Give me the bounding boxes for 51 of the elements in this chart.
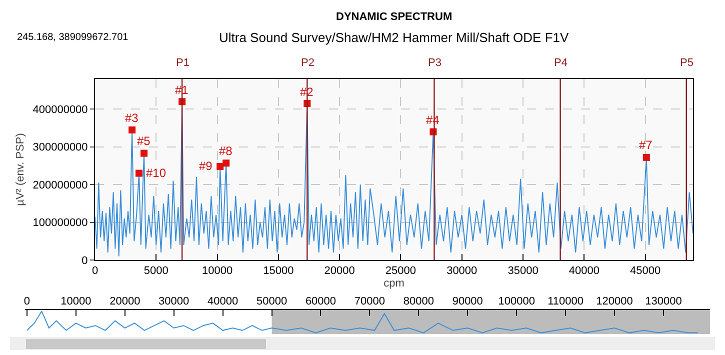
x-tick-label: 20000 [110,296,140,308]
y-tick-label: 400000000 [32,104,88,116]
x-tick-label: 100000 [498,296,535,308]
x-tick-label: 0 [24,296,30,308]
text: 245.168, 389099672.701 [17,32,129,43]
x-tick-label: 70000 [354,296,385,308]
x-tick-label: 130000 [645,296,682,308]
annotation: #8 [219,144,233,158]
x-tick-label: 25000 [385,265,416,278]
x-tick-label: 80000 [403,296,434,308]
point [216,162,224,170]
annotation: #3 [125,111,139,125]
ref-line-label: P2 [301,57,314,69]
x-tick-label: 15000 [263,265,294,278]
y-axis-title: µV² (env. PSP) [14,133,26,206]
x-tick-label: 90000 [452,296,483,308]
ref-line-label: P4 [554,57,568,69]
y-tick-label: 200000000 [32,179,88,192]
chart-title: DYNAMIC SPECTRUM [336,11,452,23]
x-tick-label: 20000 [324,265,355,278]
x-tick-label: 120000 [596,296,633,308]
annotation: #10 [146,166,166,180]
x-tick-label: 60000 [305,296,336,308]
x-tick-label: 5000 [144,265,168,278]
x-tick-label: 30000 [158,296,190,308]
ref-line-label: P3 [428,57,442,69]
y-tick-label: 100000000 [32,217,88,230]
x-tick-label: 35000 [508,265,538,278]
annotation: #5 [137,134,151,148]
x-tick-label: 40000 [568,265,600,278]
x-tick-label: 0 [92,265,98,278]
ref-line-label: P1 [176,57,190,69]
x-tick-label: 40000 [208,296,238,308]
point [128,126,136,134]
chart-subtitle: Ultra Sound Survey/Shaw/HM2 Hammer Mill/Shaft ODE F1V [219,30,569,45]
ref-line-label: P5 [680,57,694,69]
point [140,150,148,157]
x-tick-label: 45000 [630,265,661,278]
x-tick-label: 10000 [60,296,92,308]
x-tick-label: 30000 [446,265,478,278]
x-axis-title: cpm [384,277,404,290]
y-tick-label: 0 [82,254,88,267]
point [136,170,143,177]
point [642,154,650,161]
point [222,160,230,167]
x-tick-label: 10000 [202,265,233,278]
x-tick-label: 50000 [256,296,288,308]
annotation: #7 [639,138,653,152]
y-tick-label: 300000000 [32,142,88,154]
x-tick-label: 110000 [548,296,584,308]
annotation: #9 [199,159,213,173]
